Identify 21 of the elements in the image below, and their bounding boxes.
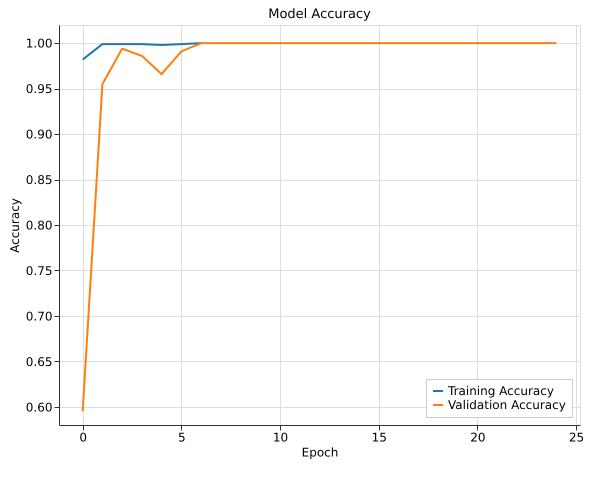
line-series xyxy=(82,42,202,61)
x-tick-label: 10 xyxy=(272,430,288,444)
x-tick-label: 5 xyxy=(178,430,186,444)
x-tick-label: 0 xyxy=(79,430,87,444)
y-tick-label: 0.80 xyxy=(26,218,52,232)
legend-label: Training Accuracy xyxy=(447,384,554,398)
y-tick-label: 0.95 xyxy=(26,82,52,96)
chart-title: Model Accuracy xyxy=(268,7,372,22)
x-tick-label: 15 xyxy=(372,430,387,444)
x-tick-label: 25 xyxy=(568,430,584,444)
legend-label: Validation Accuracy xyxy=(448,398,566,412)
y-tick-label: 0.70 xyxy=(26,309,52,324)
y-tick-label: 0.85 xyxy=(26,173,52,188)
y-tick-label: 0.65 xyxy=(26,354,52,369)
y-tick-label: 0.75 xyxy=(26,264,52,278)
x-tick-label: 20 xyxy=(470,430,486,444)
y-axis-title: Accuracy xyxy=(8,198,22,253)
y-tick-label: 1.00 xyxy=(26,36,52,51)
y-tick-label: 0.90 xyxy=(26,128,52,142)
x-axis-title: Epoch xyxy=(302,446,338,460)
y-tick-label: 0.60 xyxy=(26,400,52,414)
